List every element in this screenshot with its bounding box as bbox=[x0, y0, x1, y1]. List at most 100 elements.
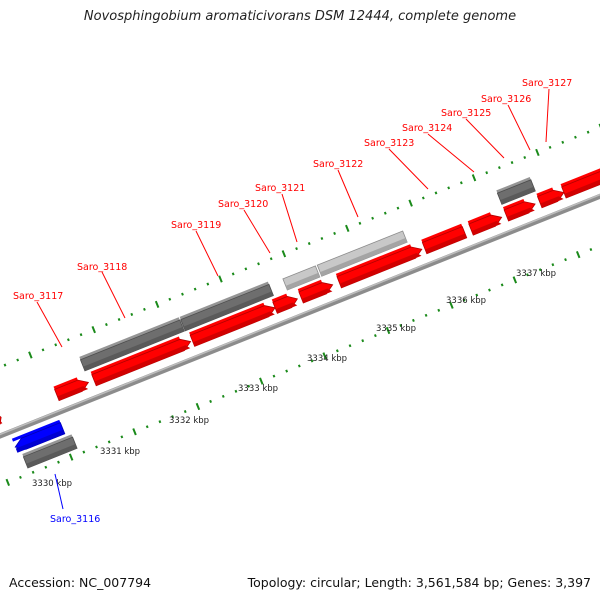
tick-mark bbox=[54, 343, 58, 347]
gene-label-text: Saro_3126 bbox=[481, 94, 531, 105]
tick-mark bbox=[68, 453, 74, 461]
tick-mark bbox=[297, 364, 301, 368]
tick-mark bbox=[95, 445, 98, 449]
tick-mark bbox=[41, 348, 45, 352]
gene-saro-3125 bbox=[502, 198, 536, 222]
tick-mark bbox=[485, 171, 489, 175]
gene-saro-3124 bbox=[467, 212, 503, 236]
gene-saro-3117 bbox=[53, 377, 90, 402]
map-title: Novosphingobium aromaticivorans DSM 1244… bbox=[83, 9, 517, 24]
tick-mark bbox=[526, 273, 529, 277]
tick-mark bbox=[91, 326, 96, 334]
gene-partial-left bbox=[0, 415, 3, 425]
gene-label-saro-3117: Saro_3117 bbox=[13, 291, 63, 348]
genome-summary-text: Topology: circular; Length: 3,561,584 bp… bbox=[247, 575, 591, 590]
tick-mark bbox=[195, 402, 201, 411]
gene-label-text: Saro_3124 bbox=[402, 123, 452, 134]
gene-label-text: Saro_3122 bbox=[313, 159, 363, 170]
gene-label-text: Saro_3118 bbox=[77, 262, 127, 273]
gene-saro-3127 bbox=[560, 168, 600, 199]
tick-mark bbox=[310, 359, 314, 363]
tick-mark bbox=[437, 308, 441, 312]
gene-label-text: Saro_3120 bbox=[218, 199, 268, 210]
tick-mark bbox=[373, 334, 377, 338]
tick-mark bbox=[307, 242, 311, 246]
tick-mark bbox=[449, 301, 454, 309]
tick-mark bbox=[31, 470, 35, 474]
features-layer bbox=[0, 168, 600, 469]
gene-label-text: Saro_3116 bbox=[50, 514, 100, 525]
tick-mark bbox=[168, 297, 172, 301]
tick-mark bbox=[564, 258, 567, 262]
tick-mark bbox=[281, 250, 287, 258]
tick-mark bbox=[183, 410, 187, 414]
tick-mark bbox=[586, 130, 590, 134]
tick-mark bbox=[154, 300, 160, 308]
feature-gray-2 bbox=[179, 281, 274, 332]
tick-mark bbox=[272, 374, 276, 378]
tick-mark bbox=[447, 186, 451, 190]
tick-mark bbox=[510, 161, 514, 165]
tick-mark bbox=[335, 349, 339, 353]
tick-mark bbox=[488, 288, 491, 292]
tick-mark bbox=[523, 155, 527, 160]
accession-text: Accession: NC_007794 bbox=[9, 575, 152, 590]
kbp-label: 3334 kbp bbox=[307, 354, 347, 364]
tick-mark bbox=[322, 352, 327, 360]
tick-mark bbox=[561, 140, 565, 144]
tick-mark bbox=[5, 478, 11, 487]
tick-mark bbox=[371, 216, 375, 220]
tick-mark bbox=[143, 307, 146, 311]
tick-mark bbox=[475, 293, 479, 297]
tick-mark bbox=[117, 317, 121, 322]
gene-saro-3123 bbox=[421, 223, 468, 255]
tick-mark bbox=[320, 236, 324, 241]
tick-mark bbox=[575, 250, 581, 259]
tick-mark bbox=[145, 425, 149, 429]
tick-mark bbox=[3, 363, 7, 367]
tick-mark bbox=[285, 369, 289, 373]
kbp-label: 3332 kbp bbox=[169, 416, 209, 426]
gene-label-saro-3122: Saro_3122 bbox=[313, 159, 363, 218]
tick-mark bbox=[120, 435, 124, 439]
tick-mark bbox=[28, 351, 33, 359]
kbp-label: 3331 kbp bbox=[100, 447, 140, 457]
feature-gray-reverse bbox=[22, 434, 78, 469]
gene-saro-3119 bbox=[189, 302, 276, 347]
feature-gray-1 bbox=[79, 317, 185, 372]
tick-mark bbox=[421, 196, 425, 200]
gene-label-text: Saro_3117 bbox=[13, 291, 63, 302]
kbp-label: 3337 kbp bbox=[516, 269, 556, 279]
tick-mark bbox=[500, 283, 504, 287]
tick-mark bbox=[385, 326, 391, 335]
tick-mark bbox=[538, 268, 542, 272]
tick-mark bbox=[247, 384, 251, 388]
tick-mark bbox=[358, 221, 362, 225]
gene-saro-3116 bbox=[11, 419, 66, 453]
tick-mark bbox=[107, 440, 111, 444]
tick-mark bbox=[16, 358, 20, 362]
tick-mark bbox=[44, 465, 48, 469]
tick-mark bbox=[132, 428, 137, 436]
tick-mark bbox=[66, 338, 70, 342]
tick-mark bbox=[295, 247, 298, 251]
tick-mark bbox=[130, 312, 134, 316]
gene-label-saro-3120: Saro_3120 bbox=[218, 199, 271, 254]
gene-label-text: Saro_3119 bbox=[171, 220, 221, 231]
gene-label-text: Saro_3125 bbox=[441, 108, 491, 119]
gene-label-saro-3119: Saro_3119 bbox=[171, 220, 221, 277]
tick-mark bbox=[459, 181, 463, 185]
tick-mark bbox=[82, 450, 86, 454]
feature-light-2 bbox=[316, 228, 408, 277]
tick-mark bbox=[105, 323, 108, 327]
tick-layer bbox=[3, 123, 600, 487]
tick-mark bbox=[193, 287, 197, 291]
tick-mark bbox=[551, 263, 555, 267]
tick-mark bbox=[408, 199, 413, 207]
tick-mark bbox=[57, 460, 60, 464]
tick-mark bbox=[574, 135, 577, 139]
gene-label-saro-3126: Saro_3126 bbox=[481, 94, 531, 151]
backbone bbox=[0, 193, 600, 439]
kbp-label: 3333 kbp bbox=[238, 384, 278, 394]
gene-label-saro-3116: Saro_3116 bbox=[50, 473, 100, 525]
